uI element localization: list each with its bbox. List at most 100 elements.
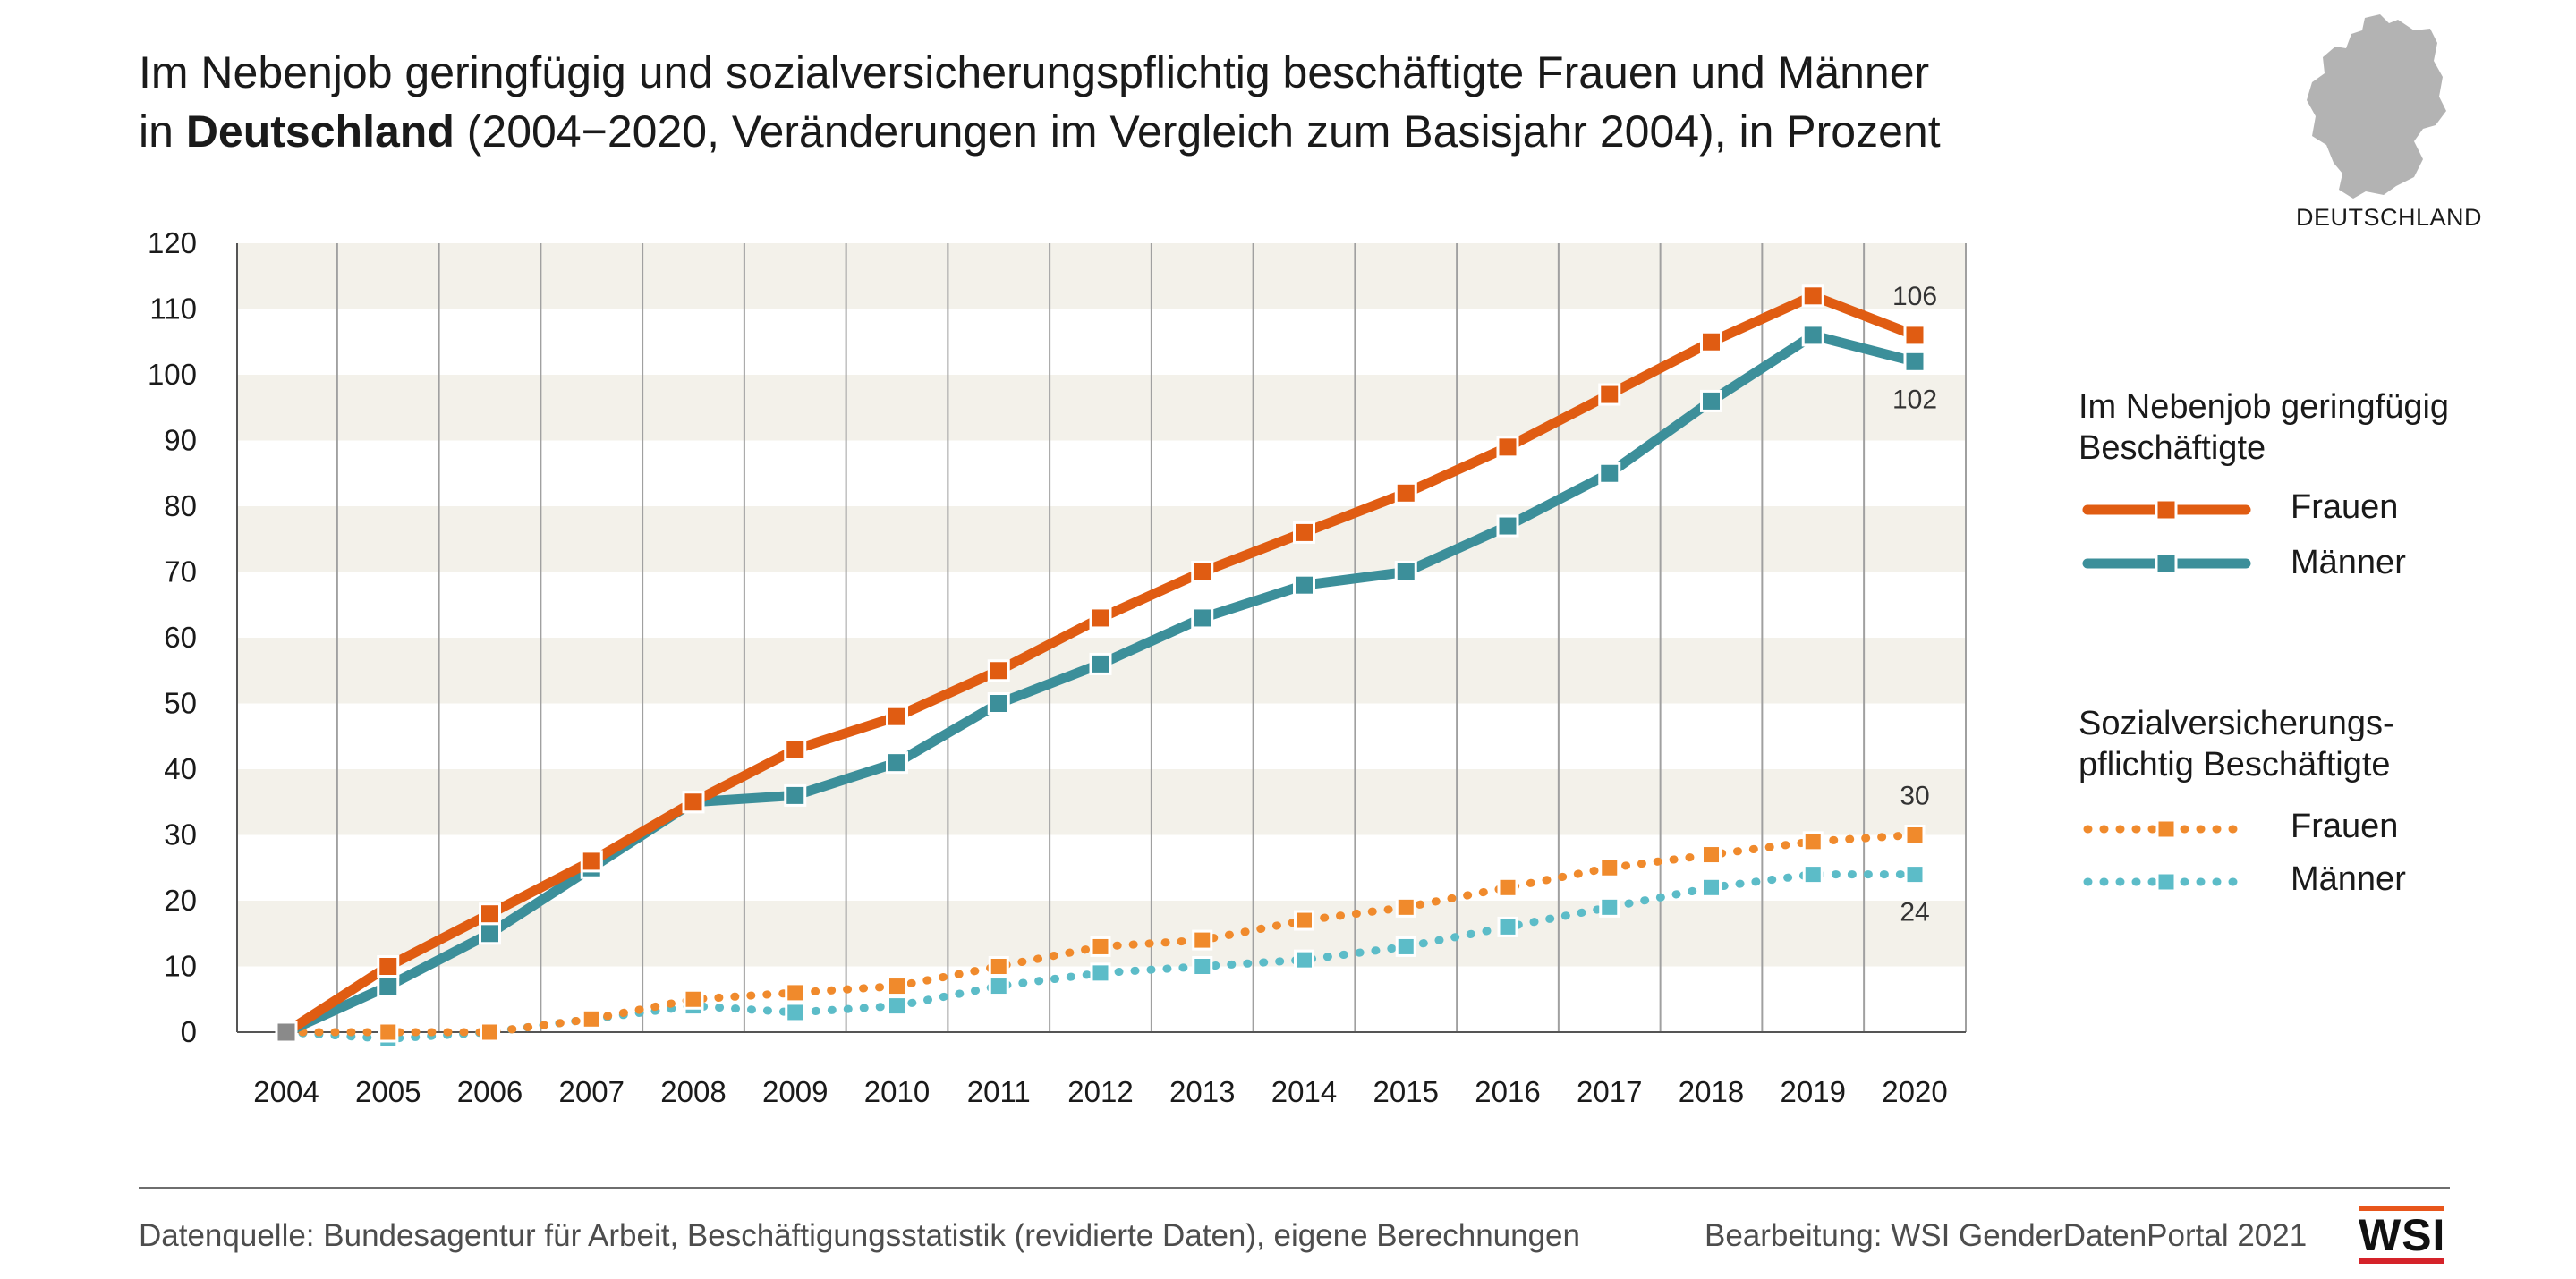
data-point [1599, 896, 1620, 918]
data-point [1294, 949, 1314, 970]
x-tick-label: 2019 [1781, 1075, 1846, 1108]
x-tick-label: 2008 [660, 1075, 726, 1108]
title-line-2: in Deutschland (2004−2020, Veränderungen… [139, 102, 2152, 161]
y-tick-label: 0 [181, 1015, 197, 1048]
x-tick-label: 2006 [457, 1075, 523, 1108]
data-point [1089, 606, 1112, 630]
data-point [1801, 284, 1824, 308]
chart-background-bands [237, 243, 1966, 967]
legend-marker [2155, 552, 2178, 575]
data-point [784, 783, 807, 807]
data-point [682, 791, 705, 814]
footer-divider [139, 1187, 2450, 1189]
x-tick-label: 2013 [1169, 1075, 1235, 1108]
y-tick-label: 60 [164, 621, 197, 654]
data-point [1497, 916, 1518, 937]
y-axis-tick-labels: 0 10 20 30 40 50 60 70 80 90 100 110 120 [148, 226, 197, 1048]
data-source: Datenquelle: Bundesagentur für Arbeit, B… [139, 1218, 1580, 1253]
legend-marker [2155, 818, 2177, 840]
data-point [377, 955, 400, 978]
x-tick-label: 2011 [967, 1075, 1031, 1108]
germany-map-icon [2280, 11, 2486, 234]
title-line-2-suffix: (2004−2020, Veränderungen im Vergleich z… [454, 106, 1941, 157]
map-label: DEUTSCHLAND [2295, 204, 2483, 231]
data-point [479, 902, 501, 926]
data-point [1293, 573, 1315, 597]
x-tick-label: 2010 [864, 1075, 930, 1108]
x-tick-label: 2009 [762, 1075, 828, 1108]
data-point [1090, 962, 1111, 984]
data-point [1496, 514, 1519, 538]
data-point [988, 976, 1009, 997]
data-point [1801, 324, 1824, 347]
data-point [1700, 330, 1722, 353]
legend-group-2-title-line-1: Sozialversicherungs- [2079, 705, 2394, 742]
x-tick-label: 2012 [1067, 1075, 1133, 1108]
chart-series [275, 284, 1926, 1049]
title-line-2-bold: Deutschland [185, 106, 455, 157]
x-tick-label: 2016 [1475, 1075, 1540, 1108]
wsi-logo-text: WSI [2359, 1210, 2446, 1260]
y-tick-label: 70 [164, 555, 197, 589]
y-tick-label: 120 [148, 226, 197, 259]
data-point [1903, 324, 1926, 347]
vertical-gridlines [336, 243, 1866, 1032]
data-point [377, 975, 400, 998]
data-point [480, 1021, 500, 1043]
y-tick-label: 40 [164, 752, 197, 785]
data-point [1599, 857, 1620, 878]
data-point [1394, 481, 1417, 504]
data-point [1191, 606, 1214, 630]
data-point [784, 738, 807, 761]
title-line-1: Im Nebenjob geringfügig und sozialversic… [139, 47, 1930, 97]
data-point [1903, 350, 1926, 373]
data-point [1904, 864, 1926, 885]
chart-axes [236, 243, 1967, 1033]
data-point [1294, 910, 1314, 931]
data-point [378, 1021, 399, 1043]
y-tick-label: 30 [164, 818, 197, 851]
data-point [1394, 561, 1417, 583]
data-point [1192, 956, 1213, 977]
y-tick-label: 100 [148, 358, 197, 391]
band-30 [237, 769, 1966, 835]
data-point [1701, 877, 1722, 898]
data-point [1293, 521, 1315, 544]
x-tick-label: 2005 [355, 1075, 421, 1108]
legend-swatch-group2-maenner [2083, 871, 2250, 893]
wsi-logo: WSI [2359, 1206, 2444, 1264]
legend-label-group1-maenner: Männer [2291, 544, 2406, 581]
legend-swatch-group2-frauen [2083, 818, 2250, 840]
x-tick-label: 2020 [1882, 1075, 1947, 1108]
legend-group-1-title-line-1: Im Nebenjob geringfügig [2079, 388, 2450, 426]
band-110 [237, 243, 1966, 309]
legend-marker [2155, 498, 2178, 521]
legend-group-2-title-line-2: pflichtig Beschäftigte [2079, 746, 2391, 783]
data-point [1701, 844, 1722, 866]
x-tick-label: 2017 [1577, 1075, 1642, 1108]
data-point [479, 922, 501, 945]
data-point [887, 995, 907, 1017]
end-label: 106 [1892, 282, 1937, 311]
legend-group-1-title-line-2: Beschäftigte [2079, 429, 2266, 467]
end-label: 102 [1892, 385, 1937, 414]
y-tick-label: 20 [164, 884, 197, 917]
data-point [275, 1021, 298, 1044]
x-tick-label: 2007 [559, 1075, 625, 1108]
series-2-dotted [276, 825, 1926, 1043]
data-point [1598, 383, 1621, 406]
x-axis-tick-labels: 2004 2005 2006 2007 2008 2009 2010 2011 2012 2013… [253, 1075, 1947, 1108]
legend-group-2-title: Sozialversicherungs- pflichtig Beschäfti… [2079, 703, 2394, 785]
data-point [1497, 877, 1518, 898]
data-point [683, 988, 704, 1010]
data-point [988, 956, 1009, 977]
data-point [1904, 825, 1926, 845]
y-tick-label: 50 [164, 687, 197, 720]
y-tick-label: 10 [164, 950, 197, 983]
legend-label-group1-frauen: Frauen [2291, 488, 2399, 526]
y-tick-label: 90 [164, 424, 197, 457]
data-point [887, 976, 907, 997]
data-point [1090, 936, 1111, 957]
legend-label-group2-frauen: Frauen [2291, 808, 2399, 845]
